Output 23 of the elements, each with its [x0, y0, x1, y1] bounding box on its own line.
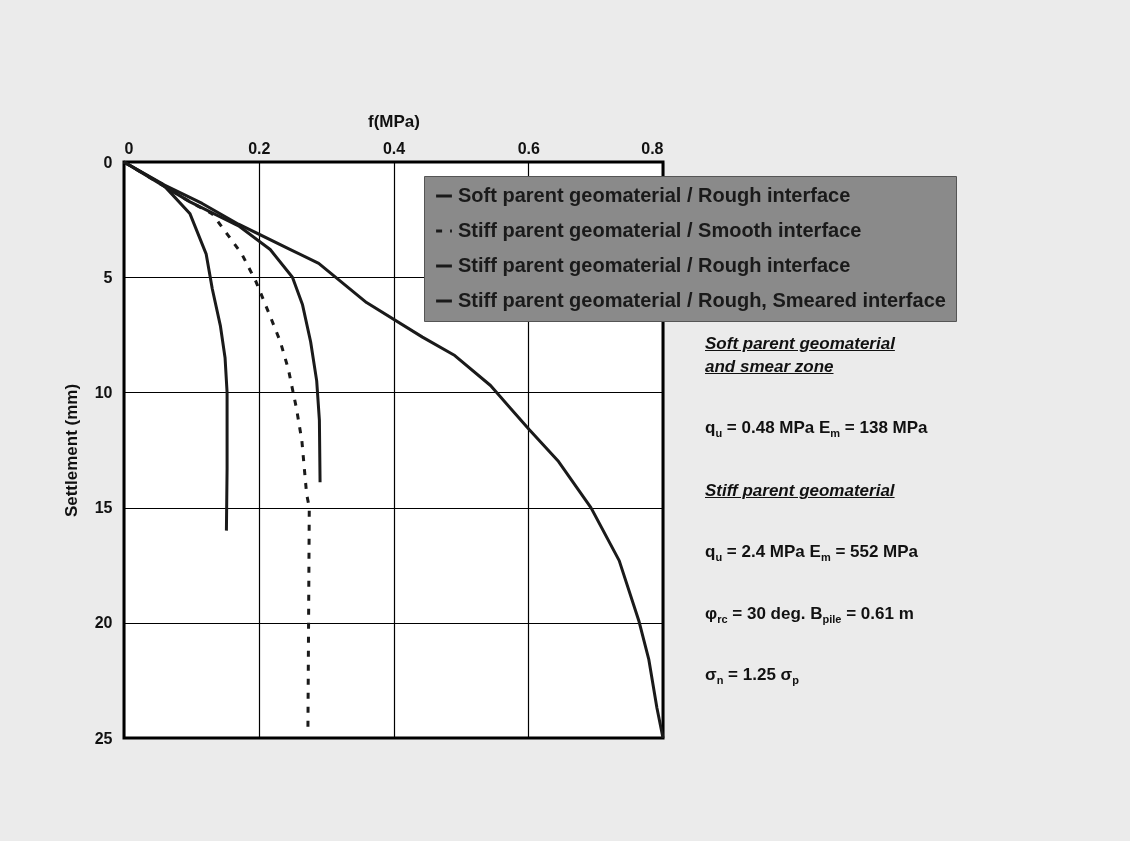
x-tick-label: 0: [124, 139, 134, 157]
text: q$_{u}$ = 2.4 MPa E$_{m}$ = 552 MPa: [705, 542, 920, 564]
y-tick-label: 20: [94, 614, 113, 632]
legend-label: Stiff parent geomaterial / Rough, Smeared interface: [458, 289, 946, 311]
text: φ$_{rc}$ = 30 deg. B$_{pile}$ = 0.61 m: [705, 603, 915, 626]
x-tick-label: 0.2: [248, 139, 271, 157]
x-tick-label: 0.4: [382, 139, 406, 157]
x-tick-label: 0.6: [517, 139, 540, 157]
y-tick-label: 25: [94, 729, 113, 747]
text: Soft parent geomaterial and smear zone: [705, 333, 897, 378]
y-tick-label: 0: [103, 153, 113, 171]
legend-label: Stiff parent geomaterial / Rough interface: [458, 254, 851, 276]
x-tick-label: 0.8: [641, 139, 664, 157]
text: Stiff parent geomaterial: [705, 480, 896, 503]
legend-label: Soft parent geomaterial / Rough interface: [458, 184, 851, 206]
text: σ$_{n}$ = 1.25 σ$_{p}$: [705, 665, 800, 687]
legend-label: Stiff parent geomaterial / Smooth interface: [458, 219, 862, 241]
x-axis-title: f(MPa): [368, 111, 420, 131]
y-axis-title: Settlement (mm): [61, 383, 81, 518]
text: q$_{u}$ = 0.48 MPa E$_{m}$ = 138 MPa: [705, 418, 929, 440]
y-tick-label: 10: [94, 383, 113, 401]
y-tick-label: 5: [103, 268, 113, 286]
y-tick-label: 15: [94, 499, 113, 517]
